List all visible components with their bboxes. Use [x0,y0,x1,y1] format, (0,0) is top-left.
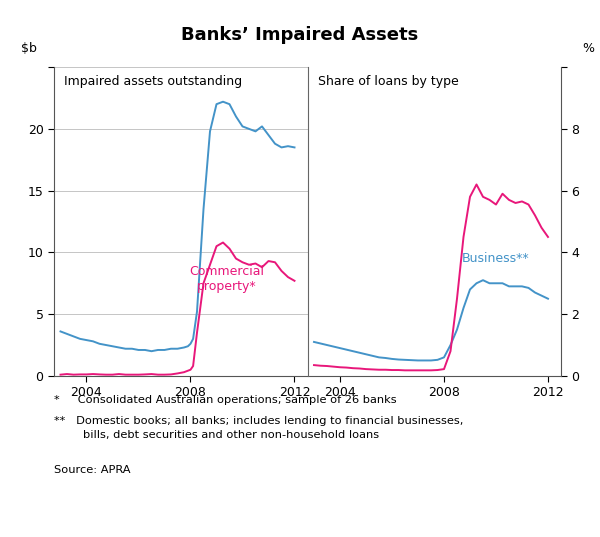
Text: *     Consolidated Australian operations; sample of 26 banks: * Consolidated Australian operations; sa… [54,395,397,405]
Text: Business**: Business** [461,252,529,265]
Text: %: % [582,42,594,55]
Text: Commercial
property*: Commercial property* [189,265,264,293]
Text: Banks’ Impaired Assets: Banks’ Impaired Assets [181,26,419,44]
Text: **   Domestic books; all banks; includes lending to financial businesses,
      : ** Domestic books; all banks; includes l… [54,416,463,440]
Text: Source: APRA: Source: APRA [54,465,131,475]
Text: Share of loans by type: Share of loans by type [317,75,458,88]
Text: $b: $b [21,42,37,55]
Text: Impaired assets outstanding: Impaired assets outstanding [64,75,242,88]
